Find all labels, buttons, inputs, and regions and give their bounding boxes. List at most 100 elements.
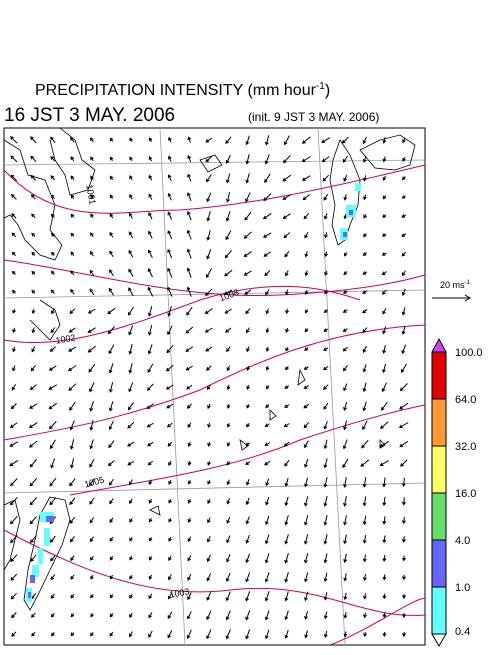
- wind-arrow: [303, 553, 309, 564]
- wind-arrow: [343, 290, 348, 294]
- wind-arrow: [187, 441, 192, 448]
- title: PRECIPITATION INTENSITY (mm hour-1): [35, 81, 330, 99]
- wind-arrow: [206, 174, 212, 183]
- wind-arrow: [361, 439, 369, 449]
- wind-arrow: [206, 536, 211, 543]
- wind-arrow: [90, 213, 94, 218]
- wind-arrow: [129, 212, 133, 219]
- wind-arrow: [323, 384, 329, 391]
- precip-patch: [32, 565, 39, 577]
- wind-arrow: [285, 308, 289, 315]
- wind-arrow: [264, 610, 270, 621]
- wind-arrow: [109, 213, 114, 219]
- wind-arrow: [303, 496, 309, 507]
- wind-arrow: [90, 194, 94, 199]
- wind-arrow: [362, 290, 368, 294]
- wind-arrow: [148, 593, 153, 600]
- wind-arrow: [186, 306, 193, 316]
- wind-arrow: [304, 630, 309, 639]
- wind-arrow: [148, 193, 153, 200]
- wind-arrow: [401, 288, 406, 296]
- wind-arrow: [224, 308, 232, 314]
- wind-arrow: [70, 175, 75, 181]
- colorbar-label: 4.0: [455, 535, 470, 547]
- wind-arrow: [282, 194, 292, 200]
- wind-arrow: [51, 232, 55, 237]
- wind-arrow: [284, 572, 289, 583]
- wind-arrow: [109, 478, 114, 486]
- wind-arrow: [304, 458, 309, 468]
- wind-arrow: [166, 345, 174, 354]
- wind-arrow: [31, 289, 36, 294]
- wind-arrow: [382, 496, 387, 507]
- wind-arrow: [245, 534, 250, 544]
- wind-arrow: [382, 214, 387, 218]
- wind-arrow: [301, 156, 311, 163]
- wind-arrow: [89, 458, 95, 468]
- wind-arrow: [401, 536, 406, 543]
- wind-arrow: [187, 155, 192, 163]
- wind-arrow: [11, 251, 16, 256]
- wind-arrow: [11, 612, 17, 619]
- wind-arrow: [205, 288, 213, 296]
- wind-arrow: [108, 440, 115, 449]
- wind-arrow: [381, 289, 387, 295]
- wind-arrow: [87, 345, 96, 353]
- wind-arrow: [225, 173, 231, 184]
- wind-arrow: [398, 422, 409, 428]
- wind-arrow: [245, 442, 251, 447]
- wind-arrow: [323, 347, 329, 351]
- wind-arrow: [109, 194, 114, 200]
- wind-arrow: [29, 496, 38, 506]
- wind-arrow: [147, 460, 153, 466]
- wind-arrow: [187, 555, 192, 562]
- wind-arrow: [51, 631, 55, 637]
- wind-arrow: [343, 631, 348, 638]
- wind-arrow: [226, 498, 231, 505]
- wind-arrow: [28, 422, 38, 428]
- wind-arrow: [31, 213, 36, 219]
- wind-arrow: [245, 479, 250, 486]
- wind-arrow: [363, 612, 367, 619]
- wind-arrow: [265, 478, 270, 487]
- wind-arrow: [70, 288, 75, 295]
- wind-arrow: [245, 192, 251, 203]
- wind-arrow: [30, 365, 36, 372]
- wind-arrow: [362, 345, 367, 353]
- wind-arrow: [128, 268, 134, 277]
- wind-arrow: [186, 210, 192, 221]
- wind-arrow: [10, 515, 18, 525]
- wind-arrow: [29, 516, 37, 525]
- wind-arrow: [167, 611, 173, 620]
- wind-arrow: [303, 212, 310, 220]
- wind-arrow: [90, 632, 94, 637]
- wind-arrow: [187, 173, 192, 182]
- wind-arrow: [382, 363, 387, 374]
- wind-arrow: [128, 231, 134, 239]
- wind-arrow: [225, 629, 231, 640]
- wind-arrow: [363, 175, 367, 182]
- wind-arrow: [51, 308, 55, 315]
- wind-arrow: [204, 327, 213, 333]
- wind-arrow: [50, 270, 55, 275]
- wind-arrow: [30, 136, 37, 144]
- wind-arrow: [226, 554, 231, 563]
- wind-arrow: [224, 250, 232, 259]
- wind-arrow: [129, 137, 133, 143]
- wind-arrow: [50, 327, 56, 334]
- wind-arrow: [264, 553, 270, 564]
- wind-arrow: [363, 233, 367, 238]
- wind-arrow: [362, 477, 367, 488]
- wind-arrow: [324, 290, 328, 295]
- wind-arrow: [148, 574, 153, 580]
- wind-arrow: [304, 347, 309, 351]
- wind-arrow: [304, 572, 309, 583]
- wind-arrow: [304, 270, 309, 277]
- wind-arrow: [343, 553, 348, 564]
- wind-arrow: [362, 382, 367, 393]
- wind-arrow: [12, 327, 16, 334]
- wind-arrow: [399, 402, 409, 410]
- wind-arrow: [244, 461, 251, 465]
- wind-arrow: [89, 517, 95, 524]
- colorbar: 100.0 64.0 32.0 16.0 4.0 1.0 0.4: [431, 337, 483, 647]
